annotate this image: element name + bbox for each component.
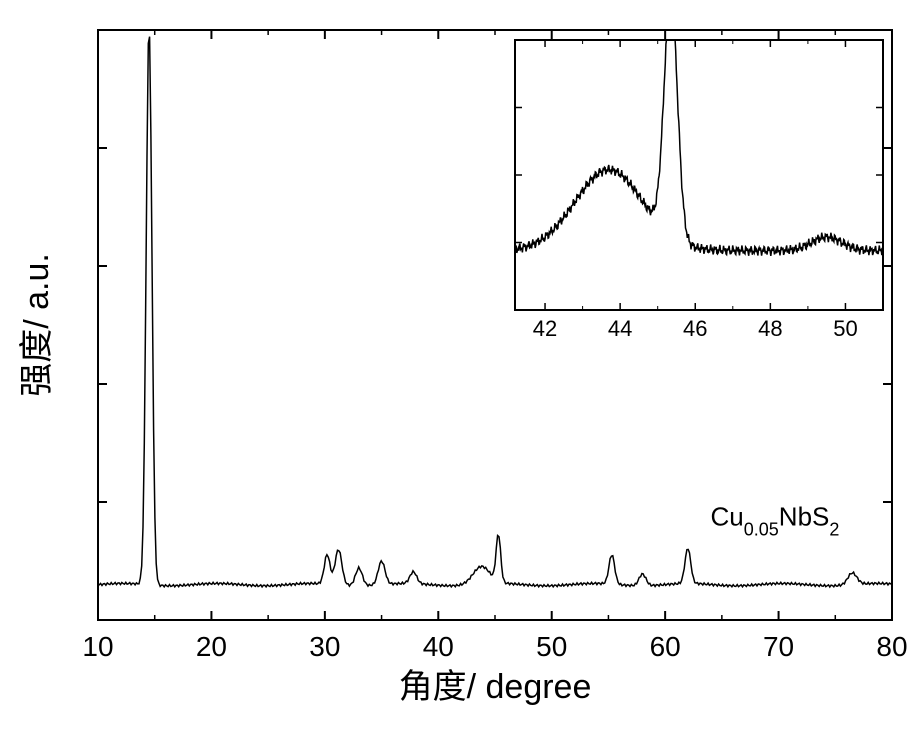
x-tick-label: 30	[309, 631, 340, 662]
inset-x-tick-label: 46	[683, 316, 707, 341]
y-axis-label: 强度/ a.u.	[18, 253, 56, 397]
chart-figure: 10 20 30 40 50 60 70 80 角度/ degree 强度/ a.u. Cu0.05…	[0, 0, 914, 732]
inset-x-tick-label: 44	[608, 316, 632, 341]
inset-x-tick-label: 42	[533, 316, 557, 341]
inset-x-tick-label: 50	[833, 316, 857, 341]
x-tick-label: 40	[423, 631, 454, 662]
inset-x-tick-label: 48	[758, 316, 782, 341]
x-axis-label: 角度/ degree	[399, 668, 592, 706]
compound-label: Cu0.05NbS2	[711, 502, 840, 540]
x-tick-label: 80	[876, 631, 907, 662]
xrd-plot-svg: 10 20 30 40 50 60 70 80 角度/ degree 强度/ a.u. Cu0.05…	[0, 0, 914, 732]
inset-bg	[515, 40, 883, 310]
x-tick-label: 20	[196, 631, 227, 662]
x-tick-label: 70	[763, 631, 794, 662]
x-tick-label: 60	[650, 631, 681, 662]
x-tick-label: 50	[536, 631, 567, 662]
x-tick-label: 10	[82, 631, 113, 662]
